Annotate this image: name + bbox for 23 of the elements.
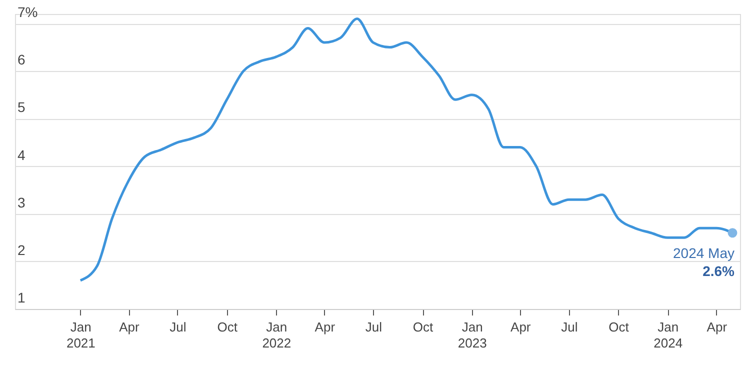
y-tick-label: 3 bbox=[18, 194, 26, 210]
annotation: 2024 May bbox=[673, 244, 734, 261]
x-tick-label: Jan 2023 bbox=[458, 320, 487, 350]
y-tick-label: 5 bbox=[18, 99, 26, 116]
x-tick-label: Apr bbox=[314, 320, 336, 334]
x-tick-label: Oct bbox=[412, 320, 434, 334]
y-tick-label: 4 bbox=[18, 146, 26, 163]
x-tick-label: Jan 2024 bbox=[654, 320, 683, 350]
x-tick-label: Oct bbox=[608, 320, 630, 334]
x-tick-label: Jul bbox=[365, 320, 382, 334]
x-tick-label: Jul bbox=[170, 320, 186, 334]
y-tick-label: 1 bbox=[18, 290, 26, 306]
y-tick-label: 2 bbox=[18, 242, 26, 258]
y-tick-label: 6 bbox=[18, 52, 26, 68]
x-tick-label: Apr bbox=[510, 320, 532, 334]
x-tick-label: Apr bbox=[119, 320, 140, 334]
x-tick-label: Oct bbox=[217, 320, 238, 334]
x-tick-label: Jan 2021 bbox=[66, 320, 96, 350]
x-tick-label: Apr bbox=[706, 320, 728, 334]
annotation: 2.6% bbox=[702, 262, 736, 279]
y-tick-label: 7% bbox=[18, 4, 38, 20]
x-tick-label: Jul bbox=[561, 320, 578, 334]
x-tick-label: Jan 2022 bbox=[262, 320, 292, 350]
